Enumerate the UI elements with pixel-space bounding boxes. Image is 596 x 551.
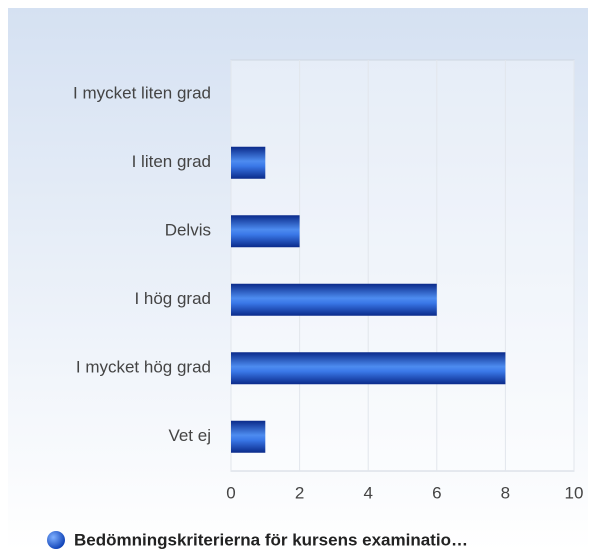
plot-area — [230, 59, 575, 472]
bar — [231, 352, 506, 385]
y-tick-label: I mycket hög grad — [76, 358, 211, 377]
x-tick-label: 10 — [565, 483, 584, 502]
y-tick-label: I liten grad — [132, 152, 211, 171]
x-tick-label: 6 — [432, 483, 441, 502]
x-tick-label: 4 — [363, 483, 372, 502]
x-tick-label: 8 — [501, 483, 510, 502]
legend-text: Bedömningskriterierna för kursens examin… — [74, 530, 468, 549]
x-tick-label: 0 — [226, 483, 235, 502]
y-tick-label: Delvis — [165, 221, 211, 240]
bar — [231, 146, 266, 179]
bar — [231, 283, 437, 316]
y-tick-label: Vet ej — [168, 426, 211, 445]
bar — [231, 215, 300, 248]
legend-marker — [47, 531, 65, 549]
background — [8, 8, 588, 551]
bar — [231, 420, 266, 453]
y-tick-label: I mycket liten grad — [73, 84, 211, 103]
x-tick-label: 2 — [295, 483, 304, 502]
y-tick-label: I hög grad — [134, 289, 211, 308]
